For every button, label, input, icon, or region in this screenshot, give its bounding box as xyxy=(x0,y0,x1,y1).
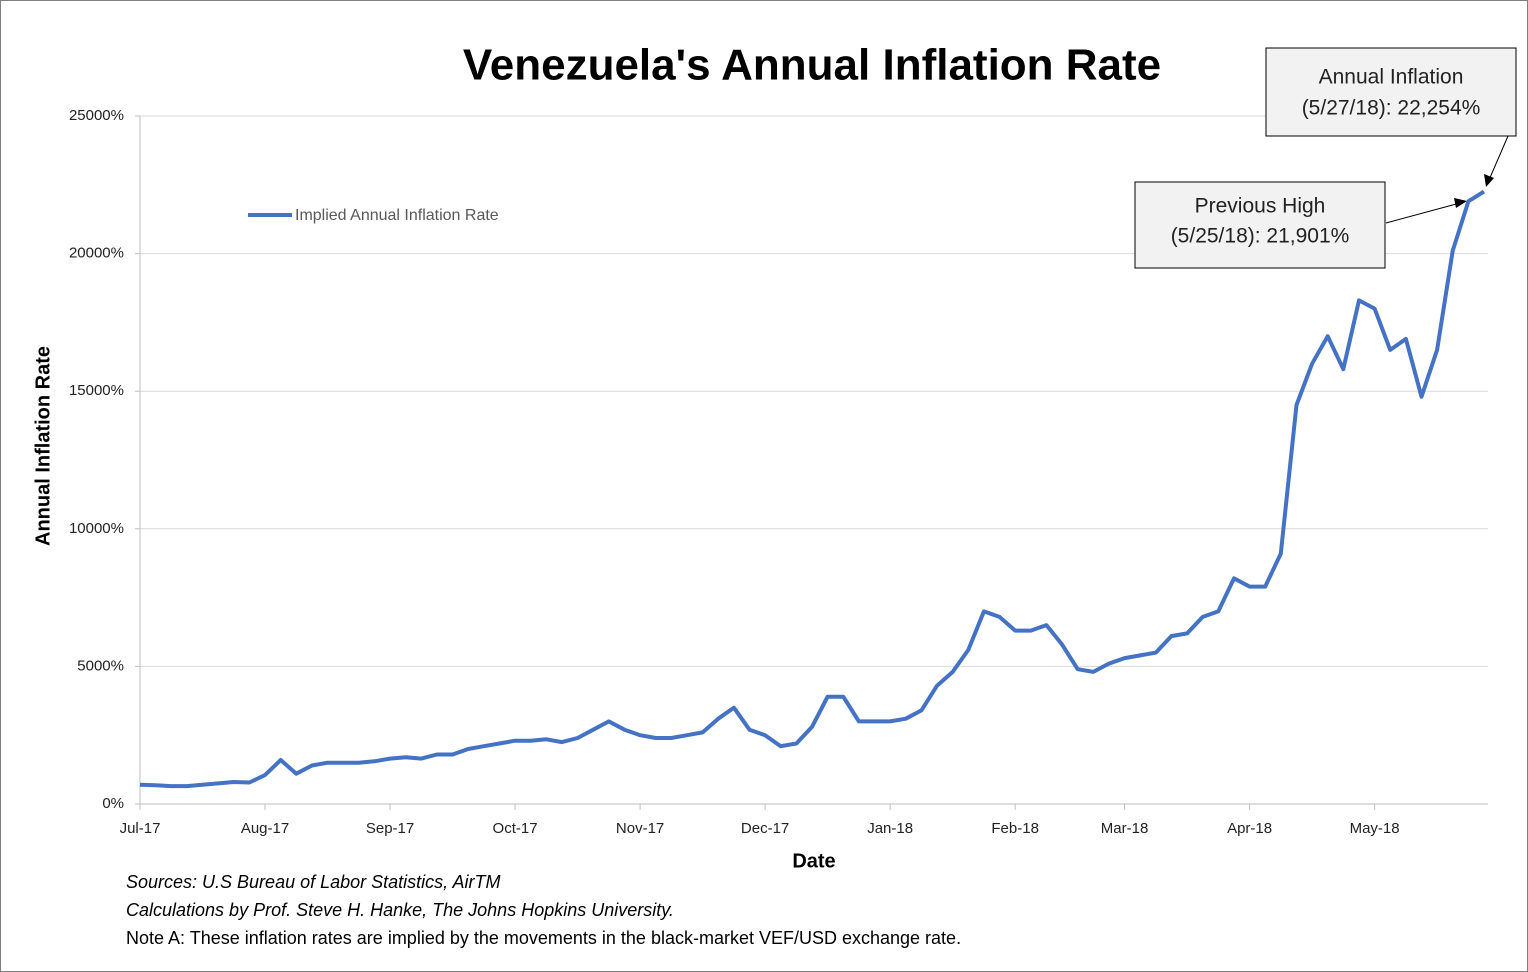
y-tick-label: 10000% xyxy=(69,520,124,537)
x-tick-label: Mar-18 xyxy=(1101,820,1149,837)
x-tick-label: Sep-17 xyxy=(366,820,414,837)
source-note: Note A: These inflation rates are implie… xyxy=(126,928,961,948)
x-tick-label: Aug-17 xyxy=(241,820,289,837)
y-tick-label: 15000% xyxy=(69,382,124,399)
annotation-arrow xyxy=(1488,135,1509,181)
x-tick-label: Oct-17 xyxy=(493,820,538,837)
legend-label: Implied Annual Inflation Rate xyxy=(295,207,499,224)
x-tick-label: Nov-17 xyxy=(616,820,664,837)
annotation-box xyxy=(1134,181,1386,269)
annotation-arrowhead xyxy=(1484,174,1494,187)
x-tick-label: Feb-18 xyxy=(991,820,1039,837)
x-tick-label: Jan-18 xyxy=(867,820,913,837)
x-axis-title: Date xyxy=(792,850,835,872)
annotation-box xyxy=(1265,47,1517,137)
y-tick-label: 20000% xyxy=(69,245,124,262)
x-tick-label: Apr-18 xyxy=(1227,820,1272,837)
source-note: Sources: U.S Bureau of Labor Statistics,… xyxy=(126,872,500,892)
y-tick-label: 5000% xyxy=(77,657,124,674)
series-line xyxy=(139,189,1486,789)
x-tick-label: May-18 xyxy=(1350,820,1400,837)
annotation-text: Previous High xyxy=(1195,195,1326,218)
grid-layer xyxy=(140,115,1488,667)
annotation-text: (5/25/18): 21,901% xyxy=(1171,225,1350,248)
annotation-text: (5/27/18): 22,254% xyxy=(1302,97,1481,120)
annotation-arrow xyxy=(1385,202,1461,224)
y-tick-label: 0% xyxy=(102,795,124,812)
y-axis-title: Annual Inflation Rate xyxy=(32,346,54,546)
x-tick-label: Dec-17 xyxy=(741,820,789,837)
annotation-previous: Previous High (5/25/18): 21,901% xyxy=(1134,181,1467,269)
y-tick-label: 25000% xyxy=(69,107,124,124)
chart-title: Venezuela's Annual Inflation Rate xyxy=(463,41,1161,90)
annotation-arrowhead xyxy=(1454,198,1467,208)
annotation-current: Annual Inflation (5/27/18): 22,254% xyxy=(1265,47,1517,187)
x-tick-label: Jul-17 xyxy=(120,820,161,837)
source-note: Calculations by Prof. Steve H. Hanke, Th… xyxy=(126,900,674,920)
annotation-text: Annual Inflation xyxy=(1319,66,1464,89)
